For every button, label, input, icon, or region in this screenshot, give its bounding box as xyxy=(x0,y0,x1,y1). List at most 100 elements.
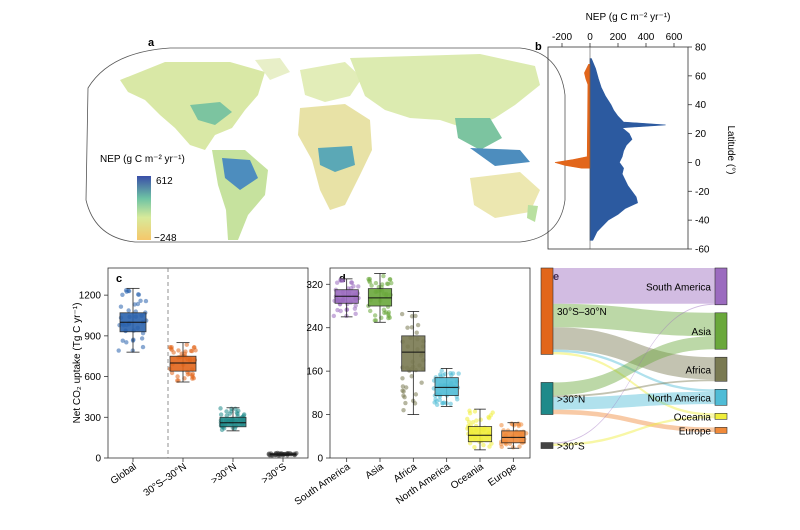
d-point xyxy=(455,397,460,402)
d-point xyxy=(499,422,504,428)
b-xtick-label: 600 xyxy=(666,32,683,43)
c-point xyxy=(169,347,174,352)
e-link xyxy=(553,409,715,433)
c-point xyxy=(233,406,238,411)
e-target-node xyxy=(714,413,728,420)
d-point xyxy=(356,284,361,289)
d-point xyxy=(380,282,385,287)
d-point xyxy=(340,278,346,283)
d-box xyxy=(367,288,393,307)
c-ytick-label: 0 xyxy=(95,454,101,465)
d-point xyxy=(353,311,358,317)
c-box xyxy=(169,355,197,372)
d-point xyxy=(334,280,340,285)
c-point xyxy=(183,349,188,354)
congo-forest xyxy=(318,146,355,172)
map-legend-min: −248 xyxy=(154,233,177,244)
c-point xyxy=(218,406,223,411)
c-point xyxy=(135,292,141,297)
c-xtick-label: >30°N xyxy=(209,461,238,486)
d-point xyxy=(368,308,373,314)
d-ytick-label: 240 xyxy=(306,323,323,334)
d-xtick-label: Europe xyxy=(486,461,519,489)
panel-c-boxplot: c Net CO₂ uptake (Tg C yr⁻¹) 0 300 600 900 1… xyxy=(72,267,309,499)
e-link xyxy=(553,391,715,410)
d-point xyxy=(348,285,354,291)
new-zealand xyxy=(527,205,538,222)
e-source-node xyxy=(540,442,554,449)
d-point xyxy=(433,397,438,402)
panel-d-frame xyxy=(329,267,531,459)
c-ytick-label: 300 xyxy=(84,413,101,424)
b-ytick-label: 80 xyxy=(695,43,707,54)
b-ytick-label: -60 xyxy=(695,245,710,256)
c-point xyxy=(241,413,246,418)
e-link xyxy=(553,349,715,392)
d-point xyxy=(472,409,478,414)
c-point xyxy=(124,340,129,345)
d-point xyxy=(440,372,446,378)
d-point xyxy=(467,408,472,413)
d-point xyxy=(481,442,486,448)
c-point xyxy=(139,336,145,341)
greenland xyxy=(255,58,290,80)
c-point xyxy=(193,348,198,353)
e-link xyxy=(553,336,715,396)
e-link xyxy=(553,303,715,444)
d-point xyxy=(448,401,453,407)
c-point xyxy=(169,370,175,376)
b-ytick-label: 60 xyxy=(695,71,707,82)
c-point xyxy=(175,374,180,379)
panel-c-label: c xyxy=(116,273,122,285)
b-xtick-label: -200 xyxy=(552,32,572,43)
c-xtick-label: Global xyxy=(109,461,139,487)
e-source-label: 30°S–30°N xyxy=(557,307,607,318)
c-point xyxy=(176,348,181,353)
d-point xyxy=(387,277,393,282)
d-point xyxy=(381,307,387,313)
d-point xyxy=(331,313,337,319)
d-point xyxy=(517,444,522,449)
d-point xyxy=(401,407,406,413)
e-source-node xyxy=(540,382,554,415)
c-point xyxy=(232,426,238,431)
d-point xyxy=(384,281,390,286)
e-target-label: South America xyxy=(646,282,711,293)
e-target-node xyxy=(714,312,728,350)
d-point xyxy=(478,417,483,422)
d-point xyxy=(437,397,442,403)
d-point xyxy=(419,380,424,385)
panel-a-label: a xyxy=(148,37,155,49)
d-point xyxy=(367,280,373,285)
c-ytick-label: 600 xyxy=(84,372,101,383)
d-box xyxy=(501,430,526,444)
b-ytick-label: 0 xyxy=(695,158,701,169)
maritime-asia-forest xyxy=(470,148,530,166)
north-america-east-forest xyxy=(190,102,232,125)
b-positive-profile xyxy=(589,58,666,241)
e-target-label: Europe xyxy=(679,426,712,437)
b-xtick-label: 200 xyxy=(610,32,627,43)
map-colorbar xyxy=(137,176,151,240)
d-point xyxy=(486,415,492,421)
d-point xyxy=(412,401,418,406)
e-link xyxy=(553,303,715,337)
panel-b-profile: b NEP (g C m⁻² yr⁻¹) Latitude (°) -200 0 2… xyxy=(535,12,736,256)
c-point xyxy=(120,338,125,343)
d-point xyxy=(470,419,476,425)
e-target-node xyxy=(714,427,728,434)
b-xtick-label: 0 xyxy=(587,32,593,43)
southeast-asia-forest xyxy=(455,118,502,150)
e-target-node xyxy=(714,356,728,382)
c-point xyxy=(143,298,149,304)
d-ytick-label: 320 xyxy=(306,280,323,291)
asia-landmass xyxy=(350,54,540,130)
c-ytick-label: 1200 xyxy=(79,291,102,302)
e-target-label: Oceania xyxy=(674,412,712,423)
e-source-label: >30°S xyxy=(557,442,585,453)
d-point xyxy=(369,283,374,288)
d-point xyxy=(335,307,340,313)
d-xtick-label: South America xyxy=(293,461,353,508)
d-ytick-label: 160 xyxy=(306,367,323,378)
e-target-node xyxy=(714,267,728,306)
